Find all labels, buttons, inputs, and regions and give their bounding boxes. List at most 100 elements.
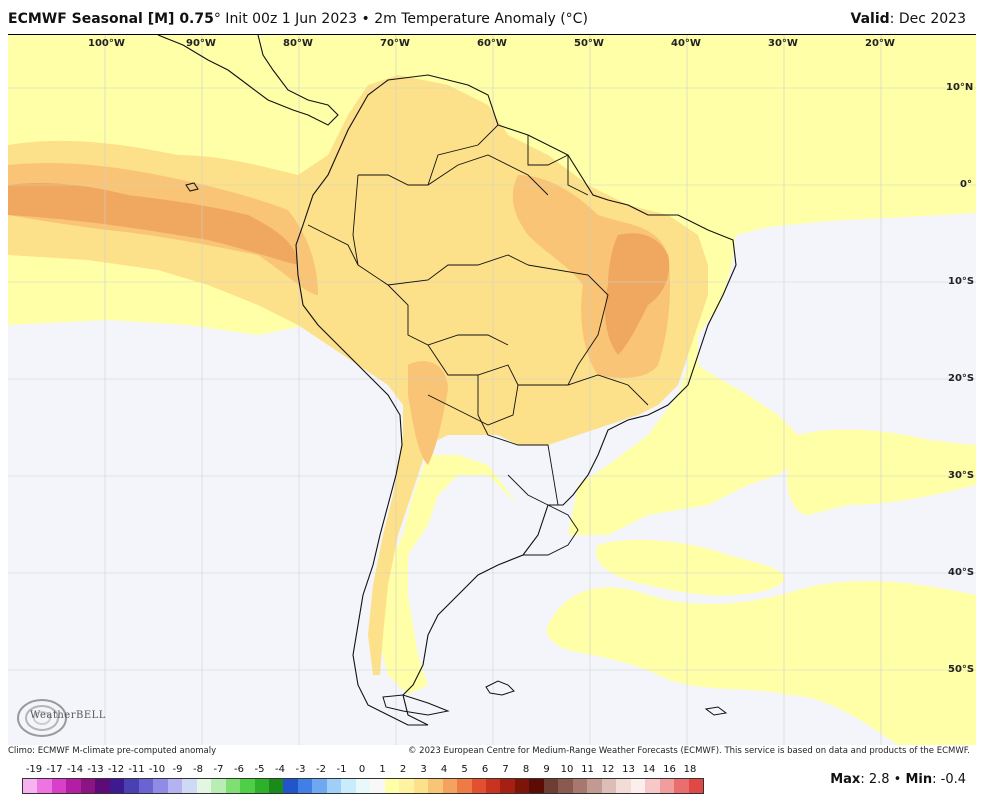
legend-swatch — [225, 779, 241, 793]
max-value: : 2.8 — [860, 772, 890, 787]
legend-label: -5 — [254, 764, 265, 775]
legend-swatch — [153, 779, 168, 793]
map-title: ECMWF Seasonal [M] 0.75° Init 00z 1 Jun … — [8, 11, 588, 27]
legend-label: -4 — [275, 764, 285, 775]
legend-label: 11 — [581, 764, 594, 775]
legend-label: -2 — [316, 764, 326, 775]
legend-swatch — [23, 779, 38, 793]
legend-label: 2 — [399, 764, 407, 775]
legend-swatch — [182, 779, 197, 793]
legend-swatch — [645, 779, 660, 793]
legend-label: -3 — [295, 764, 306, 775]
legend-swatch — [297, 779, 313, 793]
legend-swatch — [240, 779, 255, 793]
anomaly-2-3-zone-andes — [408, 361, 448, 465]
lat-label: 10°S — [948, 276, 975, 287]
legend-labels: -19 -17 -14 -13 -12 -11 -10 -9 -8 -7 -6 -5 -4 -3 -2 -1 0… — [22, 764, 702, 778]
legend-swatch — [572, 779, 588, 793]
legend-label: 1 — [379, 764, 386, 775]
legend-label: 5 — [461, 764, 468, 775]
legend-swatch — [442, 779, 458, 793]
legend-swatch — [80, 779, 96, 793]
legend-label: -6 — [234, 764, 244, 775]
legend-swatch — [428, 779, 443, 793]
legend-swatch — [543, 779, 559, 793]
lon-label: 70°W — [380, 38, 410, 49]
lon-label: 40°W — [671, 38, 701, 49]
graticule — [8, 35, 976, 745]
legend-swatch — [341, 779, 356, 793]
legend-swatch — [616, 779, 631, 793]
valid-date: Valid: Dec 2023 — [850, 11, 966, 27]
lon-label: 60°W — [477, 38, 507, 49]
legend-swatch — [196, 779, 212, 793]
legend-label: 12 — [601, 764, 615, 775]
legend-swatch — [355, 779, 371, 793]
lat-label: 50°S — [948, 664, 975, 675]
legend-swatch — [37, 779, 52, 793]
legend-swatch — [486, 779, 501, 793]
color-legend: -19 -17 -14 -13 -12 -11 -10 -9 -8 -7 -6 -5 -4 -3 -2 -1 0… — [22, 764, 704, 800]
legend-swatch — [514, 779, 530, 793]
legend-swatch — [529, 779, 544, 793]
legend-swatch — [471, 779, 486, 793]
max-min-stats: Max: 2.8 • Min: -0.4 — [830, 772, 966, 787]
legend-label: 6 — [481, 764, 489, 775]
legend-swatch — [138, 779, 154, 793]
legend-color-bar — [22, 778, 704, 794]
legend-swatch — [674, 779, 689, 793]
lon-label: 20°W — [865, 38, 895, 49]
lon-label: 30°W — [768, 38, 798, 49]
anomaly-3-4-zone-pacific — [8, 183, 298, 265]
legend-swatch — [587, 779, 602, 793]
legend-swatch — [167, 779, 183, 793]
legend-label: -1 — [336, 764, 347, 775]
lat-label: 10°N — [946, 82, 974, 93]
legend-swatch — [558, 779, 573, 793]
legend-swatch — [688, 779, 704, 793]
anomaly-0-1-south-atlantic — [787, 429, 976, 515]
legend-label: -12 — [107, 764, 125, 775]
map-canvas — [8, 35, 976, 745]
init-text: Init 00z 1 Jun 2023 • 2m Temperature Ano… — [220, 11, 588, 27]
legend-label: -9 — [172, 764, 183, 775]
legend-swatch — [384, 779, 400, 793]
legend-label: -8 — [193, 764, 203, 775]
legend-label: -11 — [128, 764, 145, 775]
logo-text: WeatherBELL — [30, 710, 106, 721]
logo-swirl-icon — [17, 699, 67, 737]
legend-swatch — [283, 779, 298, 793]
lat-label: 40°S — [948, 567, 975, 578]
anomaly-0-1-patch-sw — [596, 539, 785, 596]
legend-swatch — [268, 779, 284, 793]
lon-label: 50°W — [574, 38, 604, 49]
lat-label: 0° — [960, 179, 972, 190]
anomaly-0-1-southern-band — [546, 580, 976, 745]
legend-label: -13 — [87, 764, 104, 775]
header: ECMWF Seasonal [M] 0.75° Init 00z 1 Jun … — [0, 0, 984, 34]
lon-label: 100°W — [88, 38, 125, 49]
legend-swatch — [312, 779, 327, 793]
legend-label: 10 — [560, 764, 574, 775]
lat-label: 20°S — [948, 373, 975, 384]
anomaly-map[interactable]: 100°W 90°W 80°W 70°W 60°W 50°W 40°W 30°W… — [8, 34, 976, 745]
legend-swatch — [399, 779, 414, 793]
legend-swatch — [659, 779, 675, 793]
climo-note: Climo: ECMWF M-climate pre-computed anom… — [8, 746, 217, 756]
min-value: : -0.4 — [932, 772, 966, 787]
legend-label: -14 — [66, 764, 84, 775]
legend-swatch — [413, 779, 429, 793]
falkland-islands — [485, 680, 515, 696]
legend-label: 8 — [522, 764, 530, 775]
legend-label: 16 — [663, 764, 676, 775]
legend-label: 14 — [642, 764, 656, 775]
legend-label: 13 — [622, 764, 635, 775]
legend-swatch — [601, 779, 617, 793]
south-america-coastline — [295, 74, 737, 726]
legend-swatch — [109, 779, 125, 793]
weatherbell-logo: WeatherBELL — [14, 696, 106, 742]
lon-label: 80°W — [283, 38, 313, 49]
legend-label: -10 — [148, 764, 166, 775]
legend-swatch — [370, 779, 385, 793]
legend-swatch — [66, 779, 81, 793]
